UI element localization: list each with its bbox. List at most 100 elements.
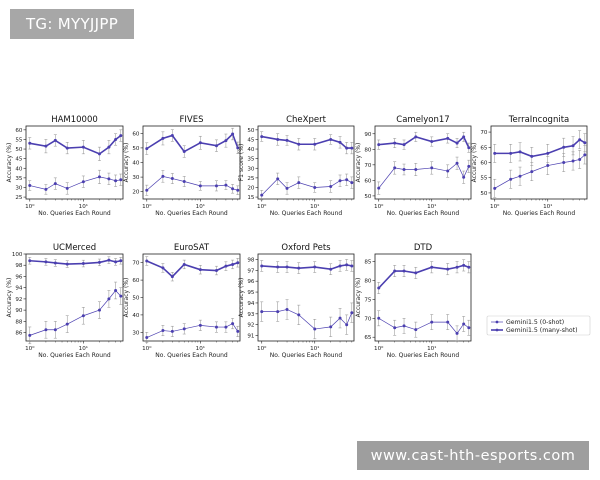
data-point — [430, 320, 434, 324]
x-tick-label: 10¹ — [427, 203, 436, 210]
y-tick-label: 45 — [247, 137, 255, 143]
data-point — [170, 177, 174, 181]
data-point — [467, 164, 471, 168]
data-point — [493, 186, 497, 190]
x-tick-label: 10⁰ — [142, 345, 152, 352]
x-tick-label: 10¹ — [79, 345, 88, 352]
data-point — [462, 135, 466, 139]
data-point — [44, 328, 48, 332]
data-point — [214, 269, 218, 273]
data-point — [97, 175, 101, 179]
data-point — [297, 142, 301, 146]
data-point — [297, 266, 301, 270]
data-point — [44, 187, 48, 191]
x-tick-label: 10⁰ — [257, 203, 267, 210]
data-point — [107, 258, 111, 262]
x-tick-label: 10⁰ — [374, 203, 384, 210]
data-point — [402, 167, 406, 171]
series-line — [146, 323, 239, 338]
data-point — [119, 259, 123, 263]
y-axis-label: Accuracy (%) — [123, 278, 130, 318]
y-tick-label: 96 — [15, 274, 23, 280]
data-point — [107, 145, 111, 149]
data-point — [224, 325, 228, 329]
data-point — [329, 267, 333, 271]
data-point — [313, 142, 317, 146]
data-point — [182, 327, 186, 331]
data-point — [313, 265, 317, 269]
data-point — [571, 159, 575, 163]
series-zero-shot — [260, 299, 354, 340]
data-point — [446, 267, 450, 271]
data-point — [231, 187, 235, 191]
y-tick-label: 65 — [364, 335, 372, 341]
data-point — [571, 144, 575, 148]
y-tick-label: 40 — [247, 147, 255, 153]
data-point — [345, 263, 349, 267]
data-point — [28, 141, 32, 145]
watermark: www.cast-hth-esports.com — [357, 441, 589, 470]
series-many-shot — [28, 256, 123, 268]
data-point — [377, 316, 381, 320]
y-axis-label: F1 score (%) — [238, 144, 245, 182]
legend-box — [486, 315, 591, 336]
data-point — [414, 167, 418, 171]
y-tick-label: 20 — [247, 185, 255, 191]
data-point — [350, 264, 354, 268]
data-point — [145, 336, 149, 340]
axes-frame — [257, 253, 355, 342]
y-tick-label: 50 — [132, 296, 140, 302]
data-point — [345, 146, 349, 150]
data-point — [350, 181, 354, 185]
data-point — [276, 265, 280, 269]
data-point — [236, 146, 240, 150]
series-line — [29, 259, 121, 265]
x-axis-label: No. Queries Each Round — [503, 210, 576, 217]
y-tick-label: 92 — [15, 297, 22, 303]
y-tick-label: 40 — [15, 166, 23, 172]
y-tick-label: 95 — [247, 290, 255, 296]
data-point — [509, 151, 513, 155]
data-point — [414, 271, 418, 275]
data-point — [28, 259, 32, 263]
data-point — [231, 322, 235, 326]
y-tick-label: 80 — [364, 278, 372, 284]
data-point — [97, 152, 101, 156]
x-tick-label: 10⁰ — [142, 203, 152, 210]
axes-frame — [374, 253, 472, 342]
y-tick-label: 30 — [132, 175, 140, 181]
data-point — [182, 179, 186, 183]
x-tick-label: 10¹ — [543, 203, 552, 210]
series-many-shot — [145, 256, 240, 282]
data-point — [170, 133, 174, 137]
data-point — [297, 181, 301, 185]
series-zero-shot — [260, 172, 354, 201]
data-point — [546, 164, 550, 168]
data-point — [65, 322, 69, 326]
data-point — [338, 316, 342, 320]
y-axis-label: Accuracy (%) — [355, 278, 362, 318]
y-tick-label: 88 — [15, 319, 23, 325]
series-line — [378, 135, 470, 149]
series-many-shot — [260, 259, 354, 275]
data-point — [260, 193, 264, 197]
x-tick-label: 10⁰ — [25, 345, 35, 352]
series-zero-shot — [145, 170, 240, 196]
y-tick-label: 92 — [247, 323, 254, 329]
series-line — [261, 309, 353, 330]
y-tick-label: 35 — [247, 157, 255, 163]
data-point — [107, 177, 111, 181]
series-line — [146, 260, 239, 278]
data-point — [546, 151, 550, 155]
data-point — [214, 325, 218, 329]
axes-frame — [142, 125, 241, 200]
series-many-shot — [28, 129, 123, 161]
data-point — [260, 135, 264, 139]
data-point — [578, 138, 582, 142]
y-tick-label: 40 — [132, 313, 140, 319]
data-point — [462, 322, 466, 326]
